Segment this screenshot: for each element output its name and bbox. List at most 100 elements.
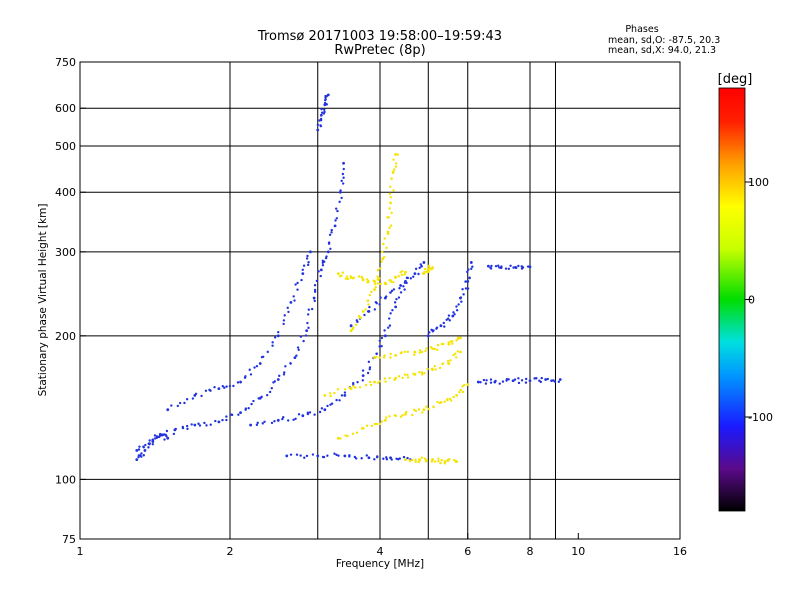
data-point [323, 394, 327, 397]
data-point [166, 436, 170, 440]
data-point [135, 449, 139, 452]
data-point [432, 329, 435, 332]
data-point [296, 288, 299, 291]
data-point [178, 401, 182, 405]
data-point [321, 259, 325, 263]
data-point [289, 453, 293, 456]
data-point [414, 460, 417, 464]
data-point [183, 401, 186, 405]
data-point [425, 347, 428, 350]
data-point [455, 460, 459, 463]
data-point [456, 350, 460, 353]
data-point [452, 395, 455, 399]
data-point [170, 404, 173, 407]
data-point [431, 266, 434, 269]
data-point [376, 381, 380, 384]
data-point [358, 386, 362, 389]
data-point [342, 167, 345, 171]
data-point [399, 284, 403, 287]
data-point [466, 280, 470, 283]
data-point [271, 344, 274, 347]
data-point [389, 185, 392, 188]
data-point [270, 421, 274, 425]
data-point [413, 350, 417, 354]
data-point [223, 386, 226, 389]
y-tick-label: 100 [55, 473, 76, 486]
data-point [414, 458, 417, 462]
data-point [343, 454, 347, 458]
data-point [403, 273, 406, 276]
data-point [432, 405, 435, 408]
data-point [509, 264, 512, 267]
data-point [387, 326, 390, 329]
data-point [485, 379, 488, 382]
chart-subtitle: RwPretec (8p) [334, 43, 425, 58]
data-point [436, 400, 439, 404]
data-point [386, 230, 390, 234]
data-point [494, 379, 497, 383]
data-point [330, 228, 333, 232]
stats-o-mode: mean, sd,O: -87.5, 20.3 [608, 35, 720, 46]
data-point [305, 329, 309, 333]
data-point [358, 314, 361, 318]
grid-lines [80, 62, 680, 539]
data-point [161, 434, 164, 437]
data-point [476, 380, 480, 384]
data-point [313, 299, 316, 303]
data-point [397, 275, 400, 278]
data-point [258, 362, 262, 365]
data-point [446, 458, 449, 462]
data-point [351, 432, 355, 436]
data-point [165, 434, 168, 438]
data-point [287, 310, 290, 314]
data-point [328, 392, 332, 395]
data-point [405, 281, 408, 285]
data-point [392, 158, 395, 161]
data-point [142, 446, 146, 449]
data-point [437, 459, 440, 463]
data-point [384, 295, 388, 298]
data-point [425, 459, 428, 462]
data-point [282, 416, 285, 419]
data-point [434, 368, 437, 371]
data-point [163, 438, 166, 441]
data-point [256, 421, 259, 425]
data-point [385, 456, 388, 459]
data-point [390, 458, 393, 461]
data-point [373, 380, 376, 384]
data-point [198, 424, 202, 427]
data-point [450, 340, 454, 343]
data-point [385, 246, 388, 250]
data-point [540, 376, 543, 380]
data-point [330, 231, 333, 234]
data-point [248, 368, 251, 371]
data-point [482, 378, 486, 382]
data-point [528, 265, 532, 269]
data-point [356, 380, 359, 384]
data-point [443, 460, 447, 463]
data-point [489, 381, 493, 384]
data-point [154, 437, 157, 440]
data-point [423, 457, 427, 460]
data-point [443, 325, 446, 328]
data-point [421, 272, 425, 275]
data-point [203, 421, 206, 425]
data-point [349, 275, 352, 278]
data-point [376, 275, 379, 278]
data-point [514, 266, 518, 269]
data-point [366, 371, 370, 375]
data-point [346, 434, 349, 438]
data-point [403, 281, 407, 285]
data-point [307, 326, 310, 330]
data-point [336, 209, 339, 213]
data-point [378, 356, 381, 359]
data-point [489, 378, 493, 381]
data-point [336, 436, 340, 440]
data-point [381, 257, 385, 261]
data-point [461, 385, 464, 388]
data-point [388, 226, 391, 230]
data-point [327, 241, 331, 244]
data-point [459, 296, 463, 299]
data-point [373, 422, 377, 426]
data-point [366, 299, 369, 303]
